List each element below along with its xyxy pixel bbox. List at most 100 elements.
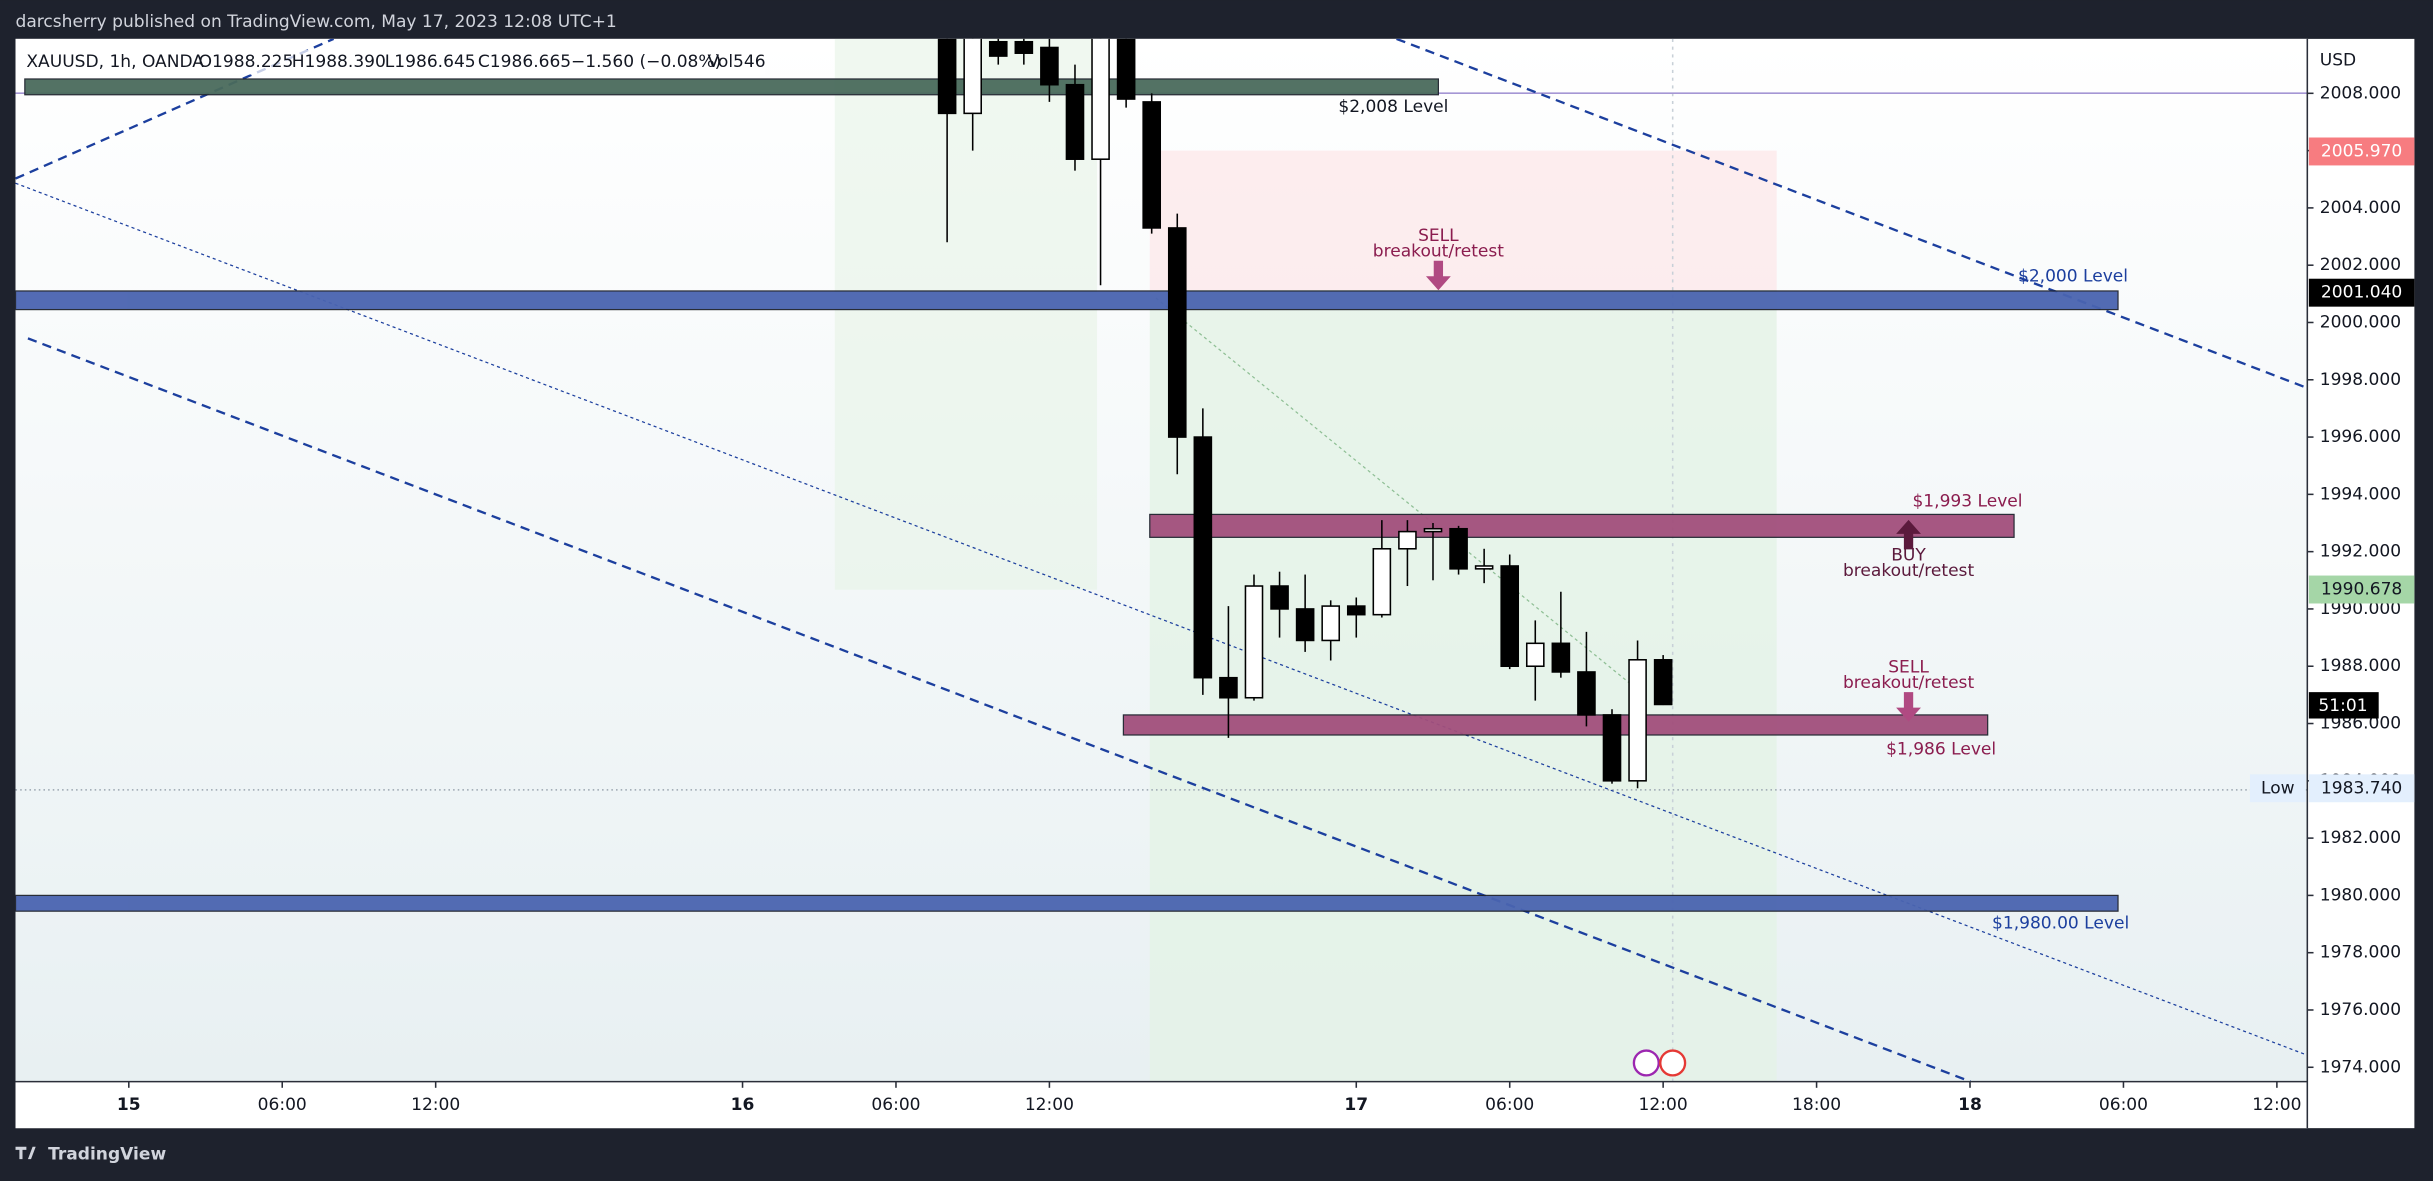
legend-item: L1986.645 (385, 52, 476, 72)
y-tick-label: 1998.000 (2320, 370, 2401, 390)
candle-body (1372, 548, 1392, 616)
candle-body (1040, 46, 1059, 86)
y-tick-label: 1994.000 (2320, 484, 2401, 504)
level-band (24, 78, 1440, 96)
trend-line (1396, 38, 2308, 390)
legend-item: O1988.225 (199, 52, 294, 72)
level-band (1122, 714, 1989, 736)
legend-item: −1.560 (−0.08%) (571, 52, 721, 72)
currency: USD (2320, 51, 2356, 71)
candle-body (1116, 38, 1136, 100)
y-tick-label: 1980.000 (2320, 885, 2401, 905)
signal-text: breakout/retest (1843, 561, 1974, 581)
trend-line (27, 337, 1972, 1082)
signal-arrow (1425, 260, 1451, 291)
candle-body (1295, 608, 1315, 642)
price-label-bg (2308, 137, 2415, 166)
y-tick-label: 2002.000 (2320, 255, 2401, 275)
level-label: $1,993 Level (1912, 491, 2022, 511)
brand: TradingView (48, 1145, 166, 1165)
candle-body (1653, 659, 1673, 706)
publisher: darcsherry published on TradingView.com,… (16, 12, 617, 32)
level-label: $1,986 Level (1886, 740, 1996, 760)
candle-body (1270, 585, 1289, 610)
event-icon[interactable] (1632, 1049, 1660, 1077)
candle-body (1091, 38, 1110, 160)
candle-body (1346, 605, 1366, 616)
low-name: Low (2261, 778, 2295, 798)
x-tick-label: 06:00 (258, 1095, 307, 1115)
y-tick-label: 1986.000 (2320, 714, 2401, 734)
price-label: 1990.678 (2321, 580, 2402, 600)
range-box (834, 38, 1098, 590)
signal-arrow (1896, 692, 1921, 722)
candle-body (1551, 642, 1571, 673)
low-name-bg (2249, 774, 2306, 803)
x-tick-label: 06:00 (871, 1095, 920, 1115)
trade-line (1155, 297, 1630, 684)
legend-item: XAUUSD, 1h, OANDA (26, 52, 204, 72)
y-tick-label: 1978.000 (2320, 943, 2401, 963)
y-tick-label: 1990.000 (2320, 599, 2401, 619)
candle-body (1321, 605, 1341, 642)
candle-body (1577, 671, 1596, 716)
level-label: $1,980.00 Level (1992, 913, 2129, 933)
x-tick-label: 06:00 (2099, 1095, 2148, 1115)
level-band (15, 290, 2119, 311)
candle-body (1423, 527, 1443, 533)
x-tick-label: 16 (731, 1095, 755, 1115)
target-zone (1149, 290, 1777, 1082)
candle-body (963, 38, 983, 115)
candle-body (1014, 40, 1034, 54)
y-tick-label: 2004.000 (2320, 198, 2401, 218)
x-tick-label: 06:00 (1485, 1095, 1534, 1115)
legend-item: Vol546 (708, 52, 766, 72)
candle-body (1398, 530, 1417, 550)
signal-title: BUY (1891, 546, 1926, 566)
price-label: 2005.970 (2321, 141, 2402, 161)
candle-body (988, 40, 1008, 57)
candle-body (1167, 227, 1187, 438)
signal-title: SELL (1418, 226, 1459, 246)
countdown-bg (2308, 692, 2379, 719)
level-label: $2,000 Level (2018, 266, 2128, 286)
signal-arrow (1896, 519, 1921, 550)
y-tick-label: 2000.000 (2320, 312, 2401, 332)
candle-body (1500, 565, 1520, 668)
y-tick-label: 1992.000 (2320, 542, 2401, 562)
x-tick-label: 12:00 (2252, 1095, 2301, 1115)
x-tick-label: 17 (1344, 1095, 1368, 1115)
price-label-bg (2308, 278, 2415, 307)
x-tick-label: 12:00 (1639, 1095, 1688, 1115)
candle-body (1065, 83, 1085, 160)
y-tick-label: 1976.000 (2320, 1000, 2401, 1020)
price-label-bg (2308, 575, 2415, 604)
candle-body (1449, 527, 1468, 570)
stop-zone (1149, 150, 1777, 291)
candle-body (1193, 436, 1213, 679)
low-price: 1983.740 (2321, 778, 2402, 798)
level-band (1149, 513, 2015, 538)
candle-body (1602, 714, 1622, 782)
candle-body (1244, 585, 1264, 699)
countdown: 51:01 (2318, 696, 2367, 716)
trend-line (15, 38, 335, 180)
x-tick-label: 12:00 (1025, 1095, 1074, 1115)
candle-body (1142, 101, 1162, 229)
level-label: $2,008 Level (1338, 97, 1448, 117)
y-tick-label: 1988.000 (2320, 656, 2401, 676)
price-label: 2001.040 (2321, 283, 2402, 303)
x-tick-label: 15 (117, 1095, 141, 1115)
x-tick-label: 18 (1958, 1095, 1982, 1115)
candle-body (1525, 642, 1545, 668)
x-tick-label: 18:00 (1792, 1095, 1841, 1115)
candle-body (937, 38, 957, 115)
event-icon[interactable] (1659, 1049, 1687, 1077)
candle-body (1628, 659, 1647, 782)
signal-title: SELL (1888, 657, 1929, 677)
footer-logo (15, 1146, 36, 1160)
legend-bg (23, 49, 765, 75)
time-axis (15, 1081, 2308, 1129)
